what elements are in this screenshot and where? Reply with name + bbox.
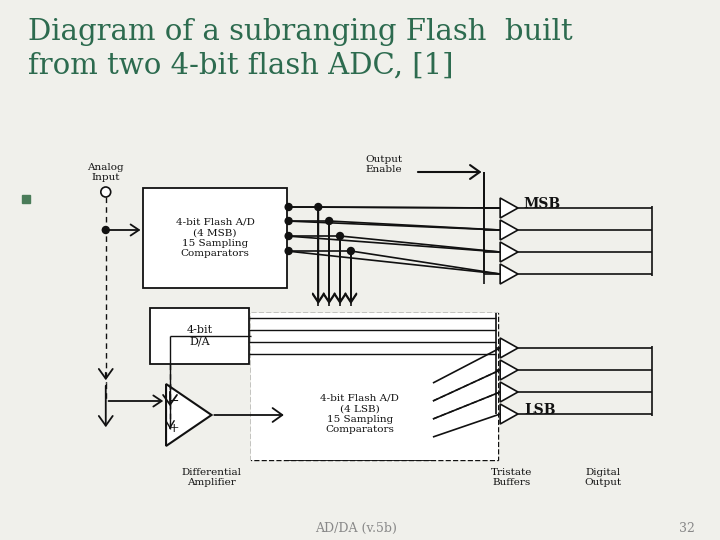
Text: Differential
Amplifier: Differential Amplifier — [181, 468, 241, 488]
Text: Output
Enable: Output Enable — [365, 155, 402, 174]
Text: 32: 32 — [679, 522, 695, 535]
Circle shape — [285, 233, 292, 240]
Polygon shape — [166, 384, 212, 446]
Circle shape — [101, 187, 111, 197]
Polygon shape — [500, 338, 518, 358]
Polygon shape — [500, 264, 518, 284]
Circle shape — [325, 218, 333, 225]
Polygon shape — [500, 382, 518, 402]
Text: Analog
Input: Analog Input — [87, 163, 124, 183]
Circle shape — [348, 247, 354, 254]
Text: 4-bit
D/A: 4-bit D/A — [186, 325, 212, 347]
Text: +: + — [168, 422, 179, 435]
Bar — [251, 313, 498, 460]
Text: from two 4-bit flash ADC, [1]: from two 4-bit flash ADC, [1] — [27, 52, 453, 80]
Bar — [251, 313, 498, 460]
Circle shape — [285, 247, 292, 254]
Polygon shape — [500, 404, 518, 424]
Bar — [143, 188, 287, 288]
Circle shape — [285, 218, 292, 225]
Text: 4-bit Flash A/D
(4 LSB)
15 Sampling
Comparators: 4-bit Flash A/D (4 LSB) 15 Sampling Comp… — [320, 394, 399, 434]
Bar — [150, 308, 249, 364]
Polygon shape — [500, 220, 518, 240]
Text: Tristate
Buffers: Tristate Buffers — [491, 468, 533, 488]
Text: LSB: LSB — [524, 403, 555, 417]
Text: −: − — [168, 395, 179, 408]
Circle shape — [336, 233, 343, 240]
Text: Digital
Output: Digital Output — [585, 468, 621, 488]
Circle shape — [285, 204, 292, 211]
Text: AD/DA (v.5b): AD/DA (v.5b) — [315, 522, 397, 535]
Polygon shape — [500, 242, 518, 262]
Text: 4-bit Flash A/D
(4 MSB)
15 Sampling
Comparators: 4-bit Flash A/D (4 MSB) 15 Sampling Comp… — [176, 218, 254, 258]
Circle shape — [315, 204, 322, 211]
Polygon shape — [500, 198, 518, 218]
Text: Diagram of a subranging Flash  built: Diagram of a subranging Flash built — [27, 18, 572, 46]
Circle shape — [102, 226, 109, 233]
Text: MSB: MSB — [524, 197, 561, 211]
Bar — [22, 195, 30, 203]
Polygon shape — [500, 360, 518, 380]
Bar — [287, 368, 433, 460]
